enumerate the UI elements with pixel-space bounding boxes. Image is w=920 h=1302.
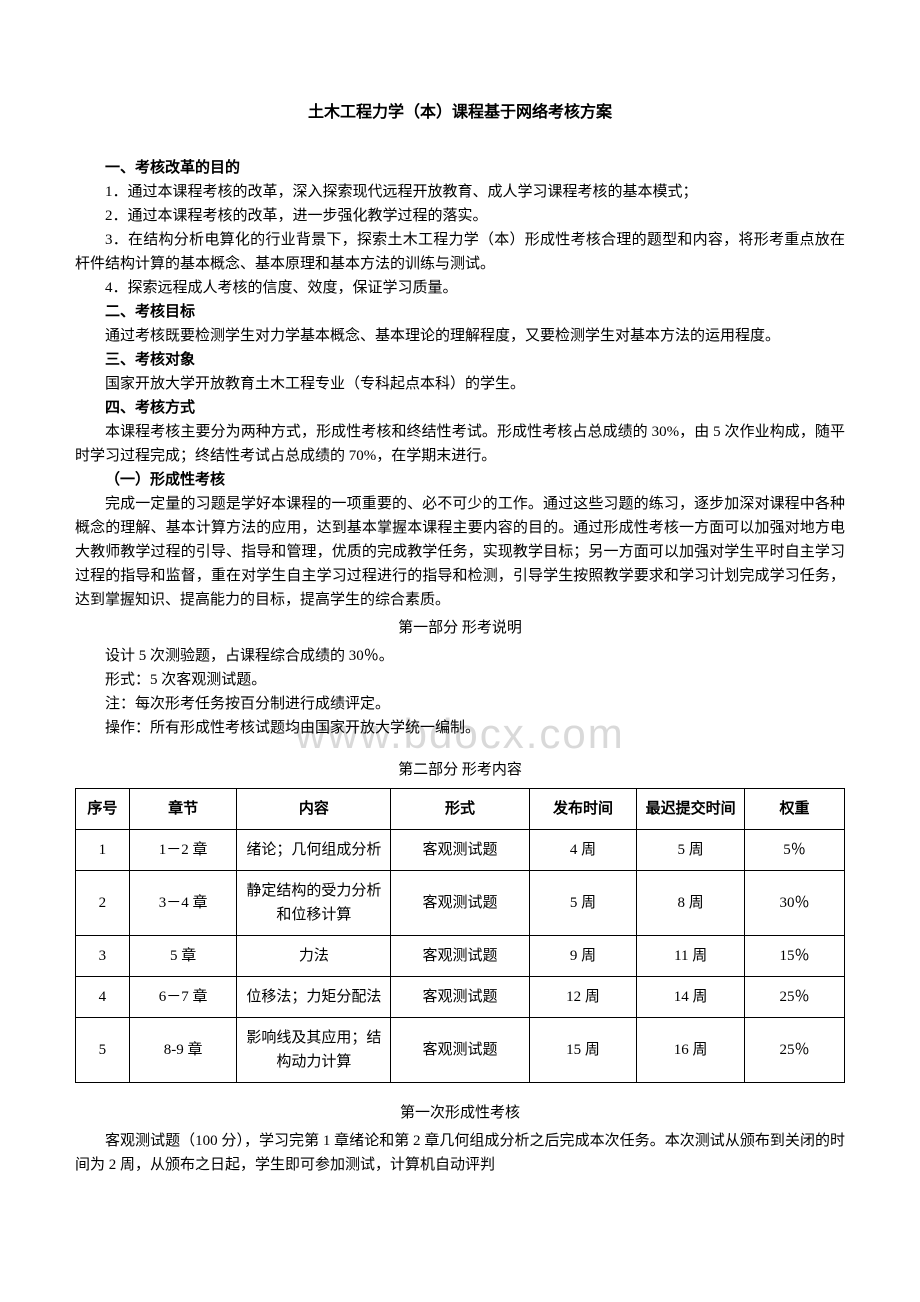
section-1-para-1: 1．通过本课程考核的改革，深入探索现代远程开放教育、成人学习课程考核的基本模式； [75, 180, 845, 204]
cell-content: 绪论；几何组成分析 [237, 829, 391, 870]
cell-weight: 15％ [745, 935, 845, 976]
cell-chapter: 8-9 章 [129, 1017, 237, 1082]
test1-title: 第一次形成性考核 [75, 1101, 845, 1125]
section-3-para-1: 国家开放大学开放教育土木工程专业（专科起点本科）的学生。 [75, 372, 845, 396]
cell-release: 9 周 [529, 935, 637, 976]
cell-chapter: 5 章 [129, 935, 237, 976]
cell-weight: 5％ [745, 829, 845, 870]
part1-title: 第一部分 形考说明 [75, 616, 845, 640]
cell-chapter: 6－7 章 [129, 976, 237, 1017]
cell-content: 力法 [237, 935, 391, 976]
cell-chapter: 3－4 章 [129, 870, 237, 935]
section-2-heading: 二、考核目标 [75, 300, 845, 324]
cell-chapter: 1－2 章 [129, 829, 237, 870]
part1-para-2: 形式：5 次客观测试题。 [75, 668, 845, 692]
cell-weight: 25％ [745, 976, 845, 1017]
assessment-table: 序号 章节 内容 形式 发布时间 最迟提交时间 权重 1 1－2 章 绪论；几何… [75, 788, 845, 1083]
cell-form: 客观测试题 [391, 935, 529, 976]
table-header-row: 序号 章节 内容 形式 发布时间 最迟提交时间 权重 [76, 788, 845, 829]
section-3-heading: 三、考核对象 [75, 348, 845, 372]
th-weight: 权重 [745, 788, 845, 829]
cell-content: 影响线及其应用；结构动力计算 [237, 1017, 391, 1082]
part2-title: 第二部分 形考内容 [75, 758, 845, 782]
th-form: 形式 [391, 788, 529, 829]
cell-form: 客观测试题 [391, 976, 529, 1017]
document-title: 土木工程力学（本）课程基于网络考核方案 [75, 100, 845, 126]
th-content: 内容 [237, 788, 391, 829]
cell-form: 客观测试题 [391, 829, 529, 870]
section-1-para-3: 3．在结构分析电算化的行业背景下，探索土木工程力学（本）形成性考核合理的题型和内… [75, 228, 845, 276]
cell-form: 客观测试题 [391, 870, 529, 935]
section-4-heading: 四、考核方式 [75, 396, 845, 420]
section-4-sub1-heading: （一）形成性考核 [75, 468, 845, 492]
cell-seq: 5 [76, 1017, 130, 1082]
cell-submit: 8 周 [637, 870, 745, 935]
cell-seq: 2 [76, 870, 130, 935]
cell-content: 位移法；力矩分配法 [237, 976, 391, 1017]
table-row: 4 6－7 章 位移法；力矩分配法 客观测试题 12 周 14 周 25％ [76, 976, 845, 1017]
section-1-para-2: 2．通过本课程考核的改革，进一步强化教学过程的落实。 [75, 204, 845, 228]
part1-para-3: 注：每次形考任务按百分制进行成绩评定。 [75, 692, 845, 716]
table-row: 1 1－2 章 绪论；几何组成分析 客观测试题 4 周 5 周 5％ [76, 829, 845, 870]
cell-release: 4 周 [529, 829, 637, 870]
section-1-para-4: 4．探索远程成人考核的信度、效度，保证学习质量。 [75, 276, 845, 300]
cell-form: 客观测试题 [391, 1017, 529, 1082]
part1-para-1: 设计 5 次测验题，占课程综合成绩的 30％。 [75, 644, 845, 668]
th-release: 发布时间 [529, 788, 637, 829]
cell-submit: 14 周 [637, 976, 745, 1017]
table-row: 2 3－4 章 静定结构的受力分析和位移计算 客观测试题 5 周 8 周 30％ [76, 870, 845, 935]
section-2-para-1: 通过考核既要检测学生对力学基本概念、基本理论的理解程度，又要检测学生对基本方法的… [75, 324, 845, 348]
th-chapter: 章节 [129, 788, 237, 829]
th-submit: 最迟提交时间 [637, 788, 745, 829]
cell-seq: 3 [76, 935, 130, 976]
table-row: 5 8-9 章 影响线及其应用；结构动力计算 客观测试题 15 周 16 周 2… [76, 1017, 845, 1082]
cell-submit: 11 周 [637, 935, 745, 976]
cell-submit: 16 周 [637, 1017, 745, 1082]
test1-para-1: 客观测试题（100 分），学习完第 1 章绪论和第 2 章几何组成分析之后完成本… [75, 1129, 845, 1177]
cell-release: 5 周 [529, 870, 637, 935]
cell-weight: 25％ [745, 1017, 845, 1082]
section-4-sub1-para-1: 完成一定量的习题是学好本课程的一项重要的、必不可少的工作。通过这些习题的练习，逐… [75, 492, 845, 612]
section-1-heading: 一、考核改革的目的 [75, 156, 845, 180]
cell-weight: 30％ [745, 870, 845, 935]
cell-release: 12 周 [529, 976, 637, 1017]
part1-para-4: 操作：所有形成性考核试题均由国家开放大学统一编制。 [75, 716, 845, 740]
cell-submit: 5 周 [637, 829, 745, 870]
cell-release: 15 周 [529, 1017, 637, 1082]
section-4-para-1: 本课程考核主要分为两种方式，形成性考核和终结性考试。形成性考核占总成绩的 30%… [75, 420, 845, 468]
cell-content: 静定结构的受力分析和位移计算 [237, 870, 391, 935]
th-seq: 序号 [76, 788, 130, 829]
cell-seq: 1 [76, 829, 130, 870]
cell-seq: 4 [76, 976, 130, 1017]
document-content: 土木工程力学（本）课程基于网络考核方案 一、考核改革的目的 1．通过本课程考核的… [75, 100, 845, 1177]
table-row: 3 5 章 力法 客观测试题 9 周 11 周 15％ [76, 935, 845, 976]
